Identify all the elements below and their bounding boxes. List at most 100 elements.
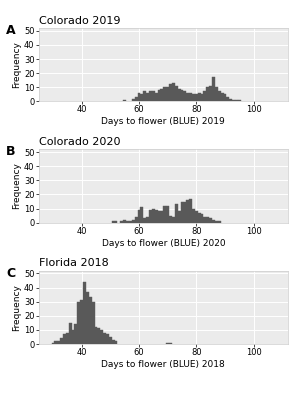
Y-axis label: Frequency: Frequency	[12, 41, 21, 88]
Bar	[189, 93, 192, 101]
Bar	[169, 84, 172, 101]
Bar	[184, 202, 186, 223]
Bar	[120, 221, 123, 223]
Bar	[189, 199, 192, 223]
Bar	[103, 333, 106, 344]
Bar	[146, 93, 149, 101]
Bar	[75, 324, 77, 344]
Bar	[80, 300, 83, 344]
Bar	[129, 221, 132, 223]
Bar	[94, 327, 97, 344]
Bar	[132, 98, 135, 101]
Bar	[72, 330, 75, 344]
Bar	[178, 211, 181, 223]
Bar	[186, 200, 189, 223]
Bar	[109, 337, 112, 344]
Bar	[212, 77, 215, 101]
Bar	[135, 217, 138, 223]
Bar	[146, 217, 149, 223]
Bar	[140, 207, 143, 223]
Bar	[235, 100, 238, 101]
Bar	[172, 83, 175, 101]
Bar	[218, 92, 221, 101]
Y-axis label: Frequency: Frequency	[12, 284, 21, 331]
Bar	[92, 302, 94, 344]
Bar	[203, 217, 206, 223]
Bar	[106, 334, 109, 344]
Bar	[138, 93, 140, 101]
Bar	[166, 87, 169, 101]
Bar	[123, 100, 126, 101]
Bar	[135, 97, 138, 101]
Bar	[209, 86, 212, 101]
Bar	[206, 87, 209, 101]
Bar	[143, 218, 146, 223]
Bar	[206, 217, 209, 223]
Bar	[143, 92, 146, 101]
Bar	[123, 220, 126, 223]
Bar	[166, 342, 169, 344]
Text: Colorado 2019: Colorado 2019	[39, 16, 120, 26]
Bar	[149, 92, 152, 101]
Bar	[181, 202, 184, 223]
Bar	[140, 94, 143, 101]
Bar	[192, 208, 195, 223]
Bar	[158, 211, 160, 223]
Bar	[212, 220, 215, 223]
Bar	[178, 89, 181, 101]
Bar	[89, 298, 92, 344]
Bar	[115, 341, 118, 344]
Bar	[209, 218, 212, 223]
Text: C: C	[6, 267, 15, 280]
Text: Florida 2018: Florida 2018	[39, 258, 108, 268]
Bar	[112, 221, 115, 223]
Bar	[192, 94, 195, 101]
Bar	[158, 90, 160, 101]
Bar	[77, 302, 80, 344]
Bar	[60, 338, 63, 344]
Bar	[83, 282, 86, 344]
Bar	[163, 206, 166, 223]
Bar	[226, 97, 229, 101]
X-axis label: Days to flower (BLUE) 2020: Days to flower (BLUE) 2020	[102, 239, 225, 248]
Bar	[155, 210, 158, 223]
Bar	[57, 341, 60, 344]
Bar	[132, 220, 135, 223]
Bar	[175, 204, 178, 223]
Bar	[215, 221, 218, 223]
Bar	[195, 94, 198, 101]
Bar	[66, 333, 69, 344]
Bar	[198, 93, 201, 101]
Bar	[172, 217, 175, 223]
Text: A: A	[6, 24, 15, 37]
Bar	[63, 334, 66, 344]
Bar	[181, 90, 184, 101]
Bar	[126, 221, 129, 223]
Bar	[54, 341, 57, 344]
Text: B: B	[6, 145, 15, 158]
Bar	[97, 328, 100, 344]
Bar	[186, 93, 189, 101]
Bar	[221, 93, 224, 101]
Bar	[115, 221, 118, 223]
Bar	[201, 214, 203, 223]
Text: Colorado 2020: Colorado 2020	[39, 137, 120, 147]
Bar	[163, 87, 166, 101]
Bar	[169, 216, 172, 223]
Bar	[198, 213, 201, 223]
Bar	[201, 94, 203, 101]
Bar	[138, 210, 140, 223]
Bar	[160, 211, 163, 223]
X-axis label: Days to flower (BLUE) 2019: Days to flower (BLUE) 2019	[102, 117, 225, 126]
X-axis label: Days to flower (BLUE) 2018: Days to flower (BLUE) 2018	[102, 360, 225, 369]
Bar	[166, 206, 169, 223]
Bar	[184, 92, 186, 101]
Bar	[238, 100, 241, 101]
Bar	[215, 87, 218, 101]
Bar	[203, 92, 206, 101]
Bar	[232, 100, 235, 101]
Bar	[86, 292, 89, 344]
Bar	[218, 221, 221, 223]
Bar	[149, 210, 152, 223]
Bar	[224, 94, 226, 101]
